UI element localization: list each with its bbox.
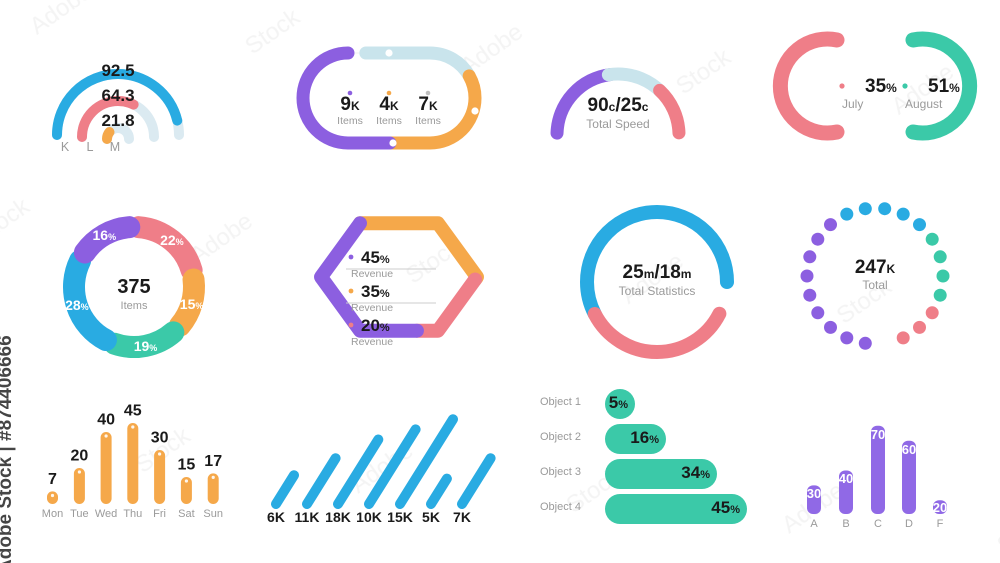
svg-text:A: A: [810, 518, 818, 530]
svg-text:20: 20: [71, 448, 89, 465]
svg-text:45: 45: [124, 403, 142, 420]
svg-text:B: B: [842, 518, 849, 530]
svg-text:Wed: Wed: [95, 508, 117, 520]
svg-text:35%: 35%: [865, 76, 897, 97]
svg-text:30: 30: [807, 486, 821, 501]
svg-text:Revenue: Revenue: [351, 302, 393, 314]
svg-text:Object 4: Object 4: [540, 501, 581, 513]
svg-text:51%: 51%: [928, 76, 960, 97]
svg-text:92.5: 92.5: [101, 61, 134, 80]
svg-text:Object 3: Object 3: [540, 466, 581, 478]
svg-text:64.3: 64.3: [101, 86, 134, 105]
svg-text:D: D: [905, 518, 913, 530]
svg-text:Total Statistics: Total Statistics: [619, 284, 696, 298]
svg-text:10K: 10K: [356, 509, 382, 525]
svg-text:K: K: [61, 140, 70, 154]
svg-text:15K: 15K: [387, 509, 413, 525]
svg-text:60: 60: [902, 442, 916, 457]
svg-text:Total Speed: Total Speed: [586, 117, 649, 131]
svg-text:July: July: [842, 97, 863, 111]
svg-text:40: 40: [839, 471, 853, 486]
svg-text:35%: 35%: [361, 282, 390, 301]
svg-text:Revenue: Revenue: [351, 336, 393, 348]
svg-text:Object 1: Object 1: [540, 396, 581, 408]
svg-text:25m/18m: 25m/18m: [623, 262, 692, 283]
svg-text:90c/25c: 90c/25c: [588, 95, 649, 116]
svg-text:5K: 5K: [422, 509, 440, 525]
svg-text:30: 30: [151, 430, 169, 447]
svg-text:70: 70: [871, 427, 885, 442]
svg-text:Object 2: Object 2: [540, 431, 581, 443]
svg-text:17: 17: [204, 453, 222, 470]
svg-text:F: F: [937, 518, 944, 530]
svg-text:11K: 11K: [295, 509, 320, 525]
svg-text:247K: 247K: [855, 257, 896, 278]
svg-text:Sun: Sun: [203, 508, 223, 520]
svg-text:7K: 7K: [453, 509, 471, 525]
svg-text:Total: Total: [862, 278, 887, 292]
svg-text:45%: 45%: [361, 248, 390, 267]
svg-text:15: 15: [178, 457, 196, 474]
svg-text:Items: Items: [337, 115, 363, 127]
svg-text:M: M: [110, 140, 120, 154]
svg-text:20: 20: [933, 500, 947, 515]
svg-text:21.8: 21.8: [101, 111, 134, 130]
svg-text:L: L: [87, 140, 94, 154]
svg-text:Mon: Mon: [42, 508, 63, 520]
svg-text:40: 40: [97, 412, 115, 429]
svg-text:Thu: Thu: [123, 508, 142, 520]
svg-text:Items: Items: [415, 115, 441, 127]
svg-text:Sat: Sat: [178, 508, 195, 520]
svg-text:Revenue: Revenue: [351, 268, 393, 280]
svg-text:375: 375: [117, 276, 150, 298]
svg-text:August: August: [905, 97, 943, 111]
svg-text:C: C: [874, 518, 882, 530]
svg-text:18K: 18K: [325, 509, 351, 525]
svg-text:20%: 20%: [361, 316, 390, 335]
svg-text:7: 7: [48, 471, 57, 488]
svg-text:6K: 6K: [267, 509, 285, 525]
svg-text:Items: Items: [121, 300, 148, 312]
svg-text:Tue: Tue: [70, 508, 89, 520]
svg-text:Items: Items: [376, 115, 402, 127]
svg-text:Fri: Fri: [153, 508, 166, 520]
